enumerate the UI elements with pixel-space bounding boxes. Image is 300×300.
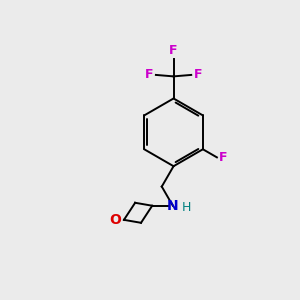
Text: F: F	[169, 44, 178, 57]
Text: H: H	[182, 201, 192, 214]
Text: F: F	[219, 151, 227, 164]
Text: F: F	[145, 68, 154, 81]
Text: F: F	[194, 68, 202, 81]
Text: O: O	[109, 213, 121, 227]
Text: N: N	[167, 199, 178, 213]
